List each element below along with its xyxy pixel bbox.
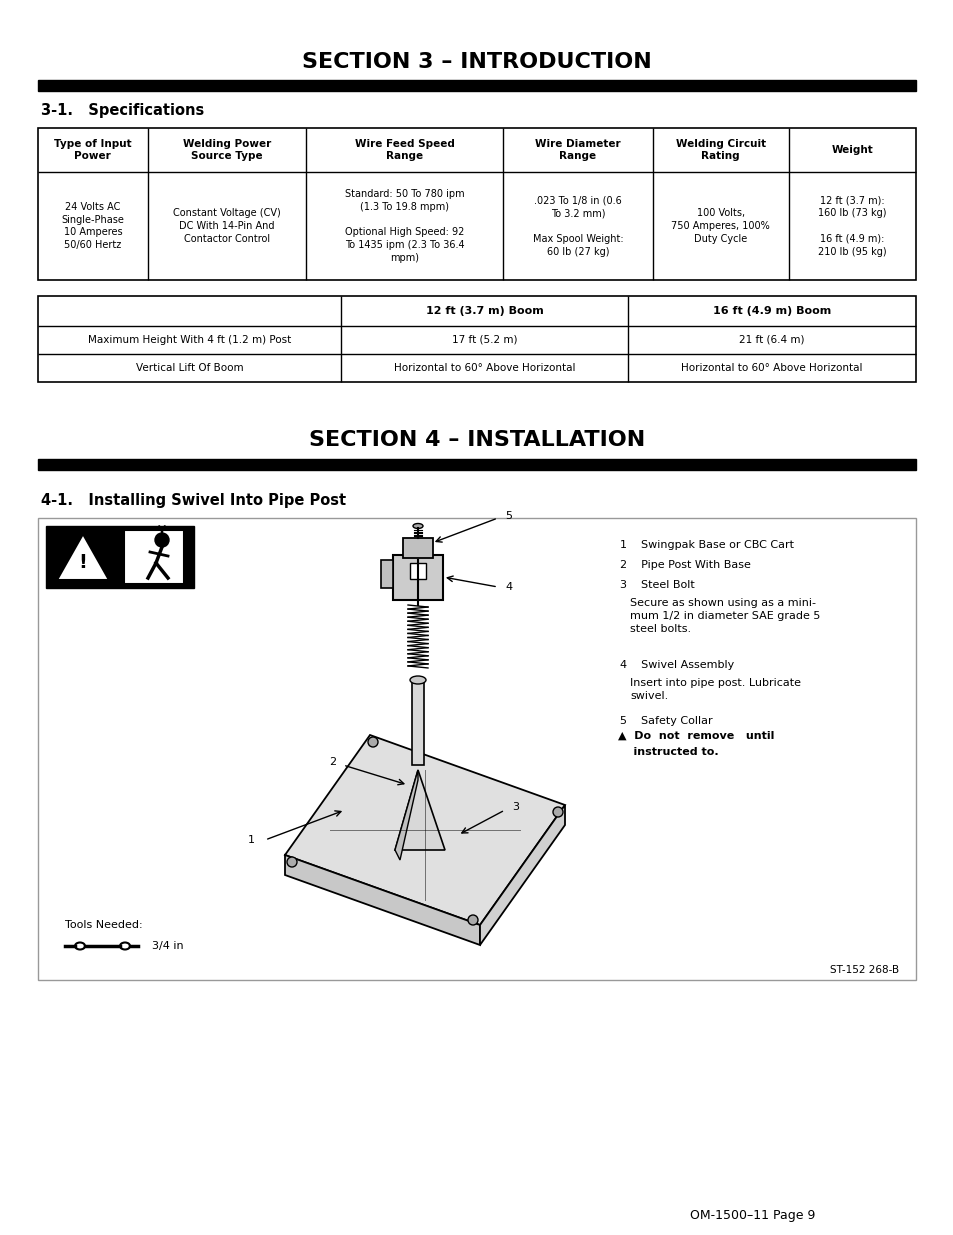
Text: 4: 4 [504, 582, 512, 592]
Text: Wire Diameter
Range: Wire Diameter Range [535, 138, 620, 162]
Text: 3/4 in: 3/4 in [152, 941, 183, 951]
Text: Welding Circuit
Rating: Welding Circuit Rating [675, 138, 765, 162]
Circle shape [553, 806, 562, 818]
Bar [38, 296, 915, 382]
Bar [124, 530, 184, 584]
Polygon shape [395, 769, 444, 850]
Text: !: ! [78, 552, 88, 572]
Bar [38, 128, 915, 280]
Text: Maximum Height With 4 ft (1.2 m) Post: Maximum Height With 4 ft (1.2 m) Post [88, 335, 291, 345]
Text: 3    Steel Bolt: 3 Steel Bolt [619, 580, 694, 590]
Bar [38, 80, 915, 91]
Text: 5    Safety Collar: 5 Safety Collar [619, 716, 712, 726]
Text: Type of Input
Power: Type of Input Power [54, 138, 132, 162]
Text: Vertical Lift Of Boom: Vertical Lift Of Boom [135, 363, 243, 373]
Text: 21 ft (6.4 m): 21 ft (6.4 m) [739, 335, 804, 345]
Text: Tools Needed:: Tools Needed: [65, 920, 143, 930]
Text: Horizontal to 60° Above Horizontal: Horizontal to 60° Above Horizontal [394, 363, 575, 373]
Text: instructed to.: instructed to. [618, 747, 718, 757]
Text: 3: 3 [512, 802, 518, 811]
Text: 24 Volts AC
Single-Phase
10 Amperes
50/60 Hertz: 24 Volts AC Single-Phase 10 Amperes 50/6… [61, 201, 124, 251]
Text: Constant Voltage (CV)
DC With 14-Pin And
Contactor Control: Constant Voltage (CV) DC With 14-Pin And… [172, 209, 280, 243]
Ellipse shape [75, 942, 85, 950]
Text: Horizontal to 60° Above Horizontal: Horizontal to 60° Above Horizontal [680, 363, 862, 373]
Bar [402, 538, 433, 558]
Bar [412, 680, 423, 764]
Bar [393, 555, 442, 600]
Text: ▲  Do  not  remove   until: ▲ Do not remove until [618, 731, 774, 741]
Text: 4    Swivel Assembly: 4 Swivel Assembly [619, 659, 734, 671]
Text: OM-1500–11 Page 9: OM-1500–11 Page 9 [689, 1209, 815, 1221]
Circle shape [368, 737, 377, 747]
Text: Welding Power
Source Type: Welding Power Source Type [182, 138, 271, 162]
Circle shape [468, 915, 477, 925]
Text: 1    Swingpak Base or CBC Cart: 1 Swingpak Base or CBC Cart [619, 540, 793, 550]
Text: 2: 2 [329, 757, 335, 767]
Text: 5: 5 [504, 511, 512, 521]
Text: Insert into pipe post. Lubricate
swivel.: Insert into pipe post. Lubricate swivel. [629, 678, 801, 700]
Text: Standard: 50 To 780 ipm
(1.3 To 19.8 mpm)

Optional High Speed: 92
To 1435 ipm (: Standard: 50 To 780 ipm (1.3 To 19.8 mpm… [344, 189, 464, 263]
Bar [38, 459, 915, 471]
Polygon shape [479, 805, 564, 945]
Ellipse shape [120, 942, 130, 950]
Polygon shape [285, 735, 564, 925]
Text: Wire Feed Speed
Range: Wire Feed Speed Range [355, 138, 454, 162]
Text: 16 ft (4.9 m) Boom: 16 ft (4.9 m) Boom [712, 306, 830, 316]
Ellipse shape [410, 676, 426, 684]
Text: SECTION 4 – INSTALLATION: SECTION 4 – INSTALLATION [309, 430, 644, 450]
Text: 3-1.   Specifications: 3-1. Specifications [41, 103, 204, 117]
Text: 1: 1 [248, 835, 254, 845]
Text: .023 To 1/8 in (0.6
To 3.2 mm)

Max Spool Weight:
60 lb (27 kg): .023 To 1/8 in (0.6 To 3.2 mm) Max Spool… [532, 195, 622, 257]
Text: 17 ft (5.2 m): 17 ft (5.2 m) [451, 335, 517, 345]
Bar [38, 517, 915, 981]
Text: ST-152 268-B: ST-152 268-B [829, 965, 898, 974]
Text: 12 ft (3.7 m) Boom: 12 ft (3.7 m) Boom [425, 306, 543, 316]
Ellipse shape [413, 524, 422, 529]
Bar [410, 563, 426, 579]
Circle shape [287, 857, 296, 867]
Text: SECTION 3 – INTRODUCTION: SECTION 3 – INTRODUCTION [302, 52, 651, 72]
Text: Weight: Weight [831, 144, 872, 156]
Text: 100 Volts,
750 Amperes, 100%
Duty Cycle: 100 Volts, 750 Amperes, 100% Duty Cycle [671, 209, 769, 243]
Circle shape [154, 534, 169, 547]
Polygon shape [285, 855, 479, 945]
Text: 2    Pipe Post With Base: 2 Pipe Post With Base [619, 559, 750, 571]
Polygon shape [395, 769, 417, 860]
Text: 4-1.   Installing Swivel Into Pipe Post: 4-1. Installing Swivel Into Pipe Post [41, 493, 346, 508]
Text: Secure as shown using as a mini-
mum 1/2 in diameter SAE grade 5
steel bolts.: Secure as shown using as a mini- mum 1/2… [629, 598, 820, 634]
Bar [380, 559, 393, 588]
Polygon shape [57, 534, 109, 580]
Bar [46, 526, 193, 588]
Text: 12 ft (3.7 m):
160 lb (73 kg)

16 ft (4.9 m):
210 lb (95 kg): 12 ft (3.7 m): 160 lb (73 kg) 16 ft (4.9… [817, 195, 885, 257]
